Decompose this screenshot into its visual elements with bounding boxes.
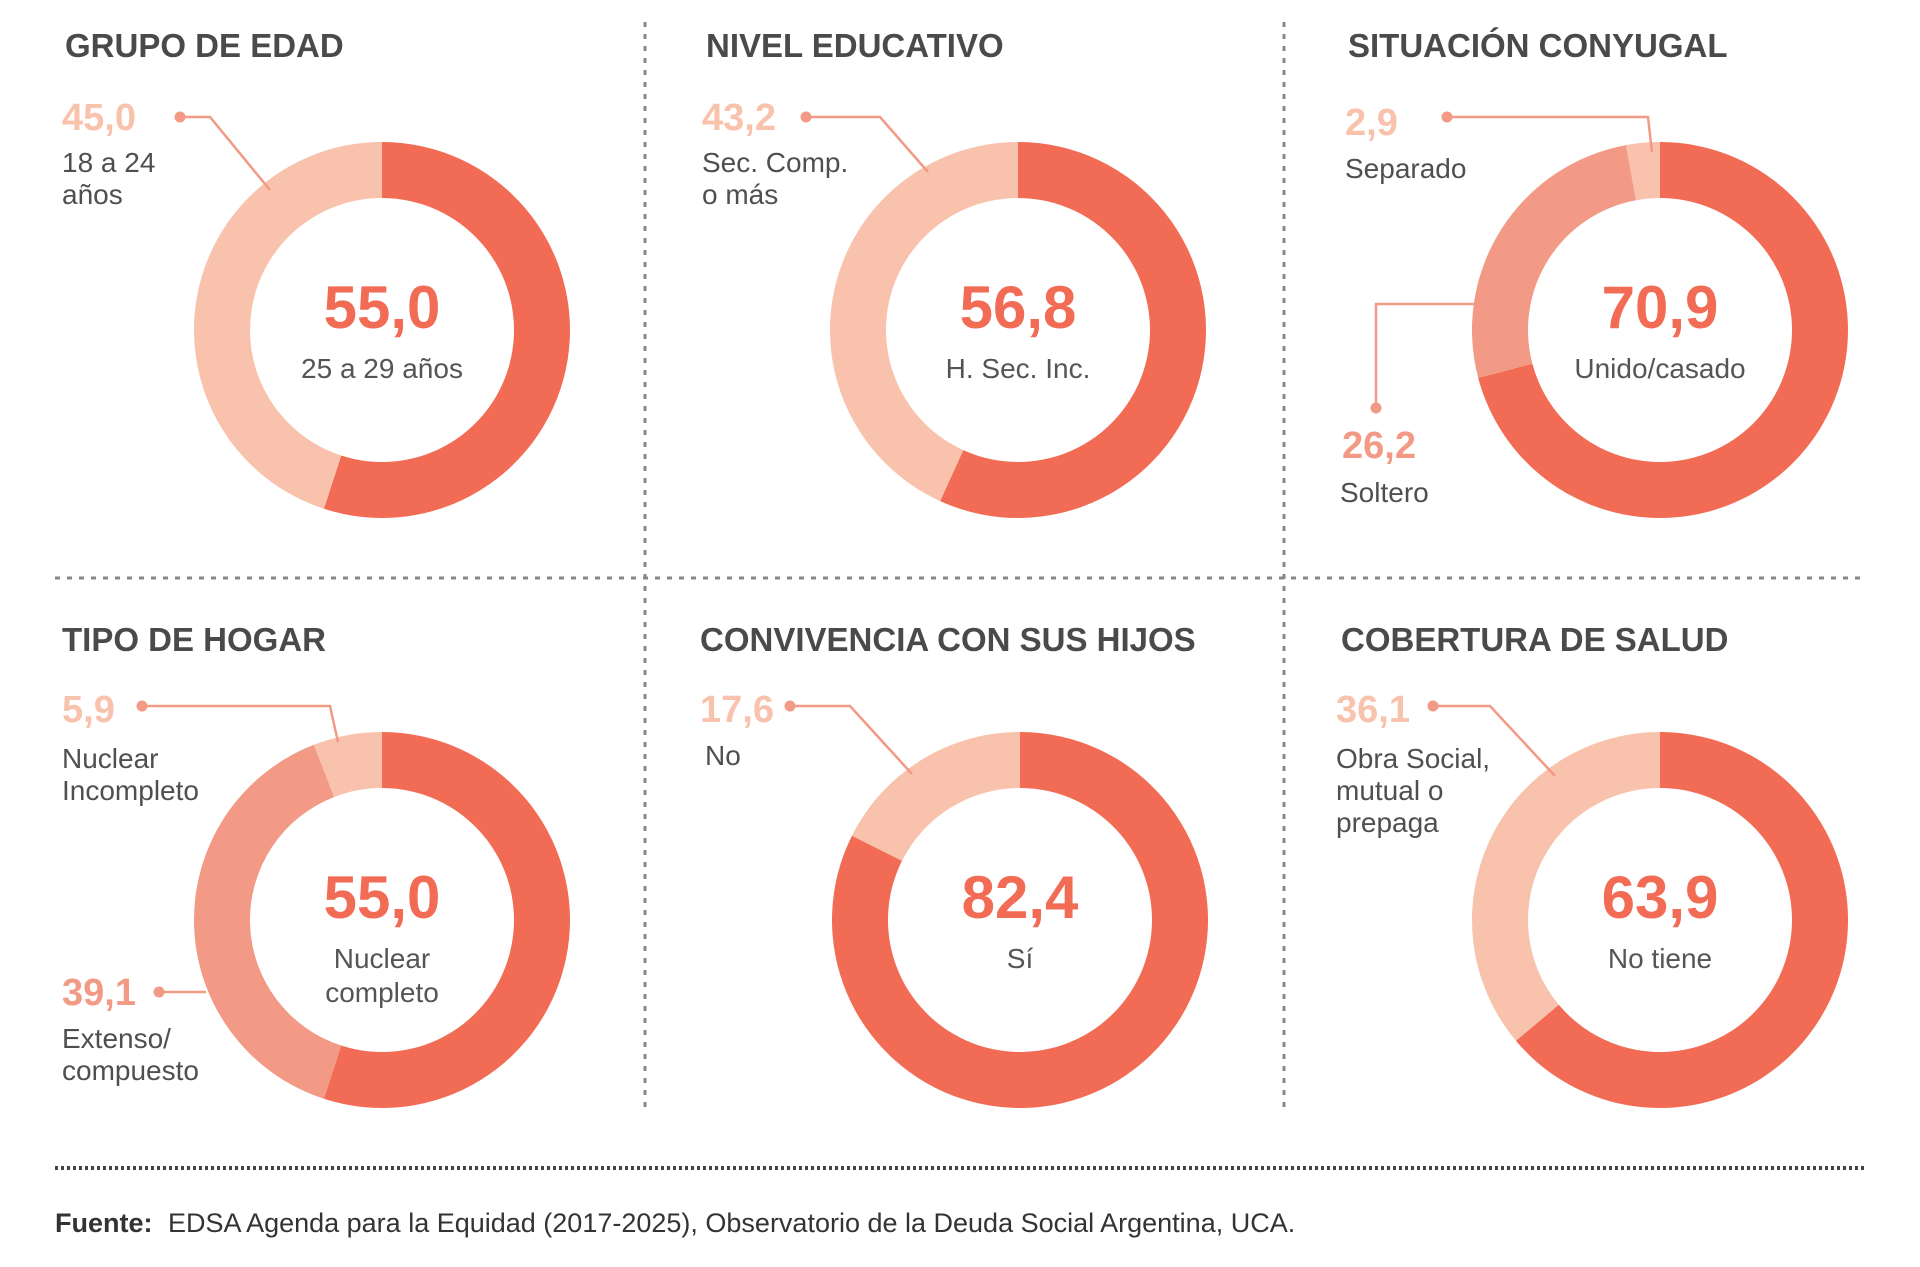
center-value: 55,0 — [324, 274, 441, 341]
callout-label: No — [705, 740, 741, 771]
callout-value: 17,6 — [700, 689, 774, 731]
callout-value: 43,2 — [702, 97, 776, 139]
donut-panel-situacion-conyugal: SITUACIÓN CONYUGAL 70,9 Unido/casado 26,2 So… — [1340, 27, 1848, 518]
callout-value: 2,9 — [1345, 102, 1398, 144]
callout-value: 36,1 — [1336, 689, 1410, 731]
callout-label: Soltero — [1340, 477, 1429, 508]
source-label: Fuente: — [55, 1208, 153, 1238]
donut-panels: GRUPO DE EDAD 55,0 25 a 29 años 45,0 18 a 24… — [62, 27, 1849, 1108]
callout-value: 39,1 — [62, 972, 136, 1014]
donut-slice-separado — [1625, 142, 1660, 201]
center-value: 56,8 — [960, 274, 1077, 341]
callout-dot — [1370, 402, 1382, 414]
center-label: Sí — [1007, 943, 1034, 974]
center-label: 25 a 29 años — [301, 353, 463, 384]
callout-label: o más — [702, 179, 778, 210]
callout-leader-line — [1433, 704, 1556, 777]
callout-dot — [174, 111, 186, 123]
donut-slice-nuclear-incompleto — [313, 732, 382, 797]
callout-label: 18 a 24 — [62, 147, 155, 178]
donut-panel-grupo-de-edad: GRUPO DE EDAD 55,0 25 a 29 años 45,0 18 a 24… — [62, 27, 570, 518]
callout-label: prepaga — [1336, 807, 1439, 838]
panel-title: GRUPO DE EDAD — [65, 27, 344, 64]
donut-slice-unido-casado — [1478, 142, 1848, 518]
callout-label: mutual o — [1336, 775, 1443, 806]
donut-panel-nivel-educativo: NIVEL EDUCATIVO 56,8 H. Sec. Inc. 43,2 Sec. … — [702, 27, 1207, 518]
callout-label: Nuclear — [62, 743, 158, 774]
donut-slice-obra-social-mutual-o-prepaga — [1472, 732, 1660, 1041]
panel-title: CONVIVENCIA CON SUS HIJOS — [700, 621, 1196, 658]
callout-value: 45,0 — [62, 97, 136, 139]
panel-title: SITUACIÓN CONYUGAL — [1348, 27, 1728, 64]
center-value: 55,0 — [324, 864, 441, 931]
donut-slice-25-a-29-anos — [323, 142, 570, 518]
callout-leader-line — [790, 704, 913, 775]
donut-panel-cobertura-de-salud: COBERTURA DE SALUD 63,9 No tiene 36,1 Obra S… — [1336, 621, 1849, 1108]
callout-dot — [784, 700, 796, 712]
callout-dot — [136, 700, 148, 712]
callout-label: Extenso/ — [62, 1023, 171, 1054]
callout-label: Separado — [1345, 153, 1466, 184]
donut-slice-si — [832, 731, 1209, 1108]
callout-label: años — [62, 179, 123, 210]
callout-value: 5,9 — [62, 689, 115, 731]
callout-label: Obra Social, — [1336, 743, 1490, 774]
callout-dot — [153, 986, 165, 998]
callout-label: compuesto — [62, 1055, 199, 1086]
donut-slice-sec-comp-o-mas — [830, 142, 1018, 502]
callout-leader-line — [142, 704, 340, 743]
callout-leader-line — [1447, 115, 1654, 153]
callout-value: 26,2 — [1342, 425, 1416, 467]
donut-slice-18-a-24-anos — [193, 142, 382, 509]
donut-slice-extenso-compuesto — [193, 744, 342, 1099]
callout-dot — [1427, 700, 1439, 712]
callout-leader-line — [1374, 302, 1500, 408]
callout-label: Sec. Comp. — [702, 147, 848, 178]
callout-leader-line — [806, 115, 929, 173]
donut-slice-soltero — [1471, 145, 1637, 378]
callout-dot — [1441, 111, 1453, 123]
center-value: 82,4 — [962, 864, 1079, 931]
center-label: No tiene — [1608, 943, 1712, 974]
center-label: H. Sec. Inc. — [946, 353, 1091, 384]
donut-slice-nuclear-completo — [323, 732, 570, 1108]
center-value: 63,9 — [1602, 864, 1719, 931]
center-label: completo — [325, 977, 439, 1008]
panel-title: TIPO DE HOGAR — [62, 621, 326, 658]
donut-panel-convivencia-con-sus-hijos: CONVIVENCIA CON SUS HIJOS 82,4 Sí 17,6 No — [700, 621, 1209, 1108]
panel-title: NIVEL EDUCATIVO — [706, 27, 1004, 64]
donut-slice-no-tiene — [1515, 732, 1849, 1108]
callout-dot — [800, 111, 812, 123]
center-label: Nuclear — [334, 943, 430, 974]
source-text: EDSA Agenda para la Equidad (2017-2025),… — [168, 1208, 1295, 1238]
donut-slice-no — [851, 732, 1020, 861]
center-value: 70,9 — [1602, 274, 1719, 341]
panel-title: COBERTURA DE SALUD — [1341, 621, 1728, 658]
donut-slice-h-sec-inc — [940, 142, 1207, 518]
center-label: Unido/casado — [1574, 353, 1745, 384]
callout-label: Incompleto — [62, 775, 199, 806]
callout-leader-line — [180, 115, 271, 191]
donut-panel-tipo-de-hogar: TIPO DE HOGAR55,0Nuclearcompleto39,1Exte… — [62, 621, 570, 1108]
source-note: Fuente: EDSA Agenda para la Equidad (201… — [55, 1208, 1295, 1238]
